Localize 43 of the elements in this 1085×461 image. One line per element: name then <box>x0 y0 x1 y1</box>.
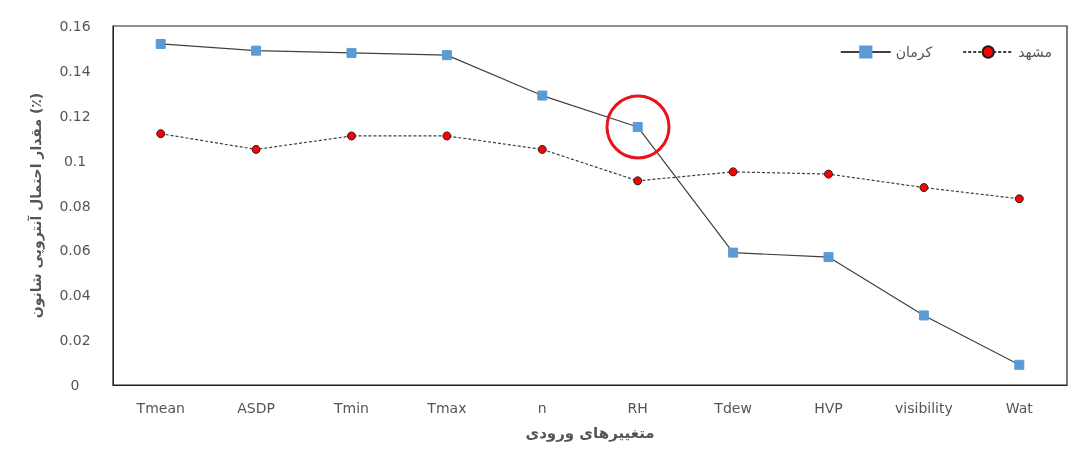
legend-label: کرمان <box>895 44 933 61</box>
point <box>632 121 643 132</box>
point <box>346 47 357 58</box>
point <box>441 50 452 61</box>
point <box>823 252 834 263</box>
y-tick-label: 0.12 <box>59 107 91 124</box>
x-tick-label: Tmax <box>426 400 467 416</box>
y-axis-title: مقدار احتمال آنتروپی شانون (٪) <box>27 92 45 319</box>
point <box>347 131 356 141</box>
x-tick-label: Wat <box>1005 400 1034 416</box>
y-tick-label: 0.02 <box>59 332 91 349</box>
y-tick-label: 0.08 <box>59 197 91 214</box>
point <box>1014 194 1024 204</box>
point <box>918 310 929 321</box>
point <box>537 144 547 154</box>
y-tick-label: 0.04 <box>59 287 91 304</box>
x-tick-label: Tmean <box>135 400 185 416</box>
y-tick-label: 0.1 <box>63 152 87 169</box>
x-tick-label: RH <box>627 400 648 416</box>
point <box>728 247 739 258</box>
point <box>251 144 261 154</box>
point <box>156 129 166 139</box>
x-tick-label: ASDP <box>237 400 275 416</box>
y-tick-label: 0.16 <box>59 18 91 34</box>
point <box>919 183 929 193</box>
point <box>633 176 643 186</box>
x-tick-label: n <box>537 400 547 416</box>
point <box>537 90 548 101</box>
point <box>1014 359 1025 370</box>
x-tick-label: Tmin <box>333 400 369 416</box>
legend-label: مشهد <box>1018 44 1053 61</box>
x-tick-label: visibility <box>895 400 953 416</box>
x-tick-label: HVP <box>814 400 843 416</box>
y-tick-label: 0 <box>70 377 80 393</box>
x-tick-label: Tdew <box>713 400 752 416</box>
point <box>728 167 738 177</box>
point <box>824 169 833 179</box>
point <box>251 45 262 56</box>
point <box>155 38 166 49</box>
y-tick-label: 0.14 <box>59 62 91 79</box>
point <box>442 131 452 141</box>
y-tick-label: 0.06 <box>59 242 91 259</box>
x-axis-title: متغییرهای ورودی <box>525 423 655 442</box>
